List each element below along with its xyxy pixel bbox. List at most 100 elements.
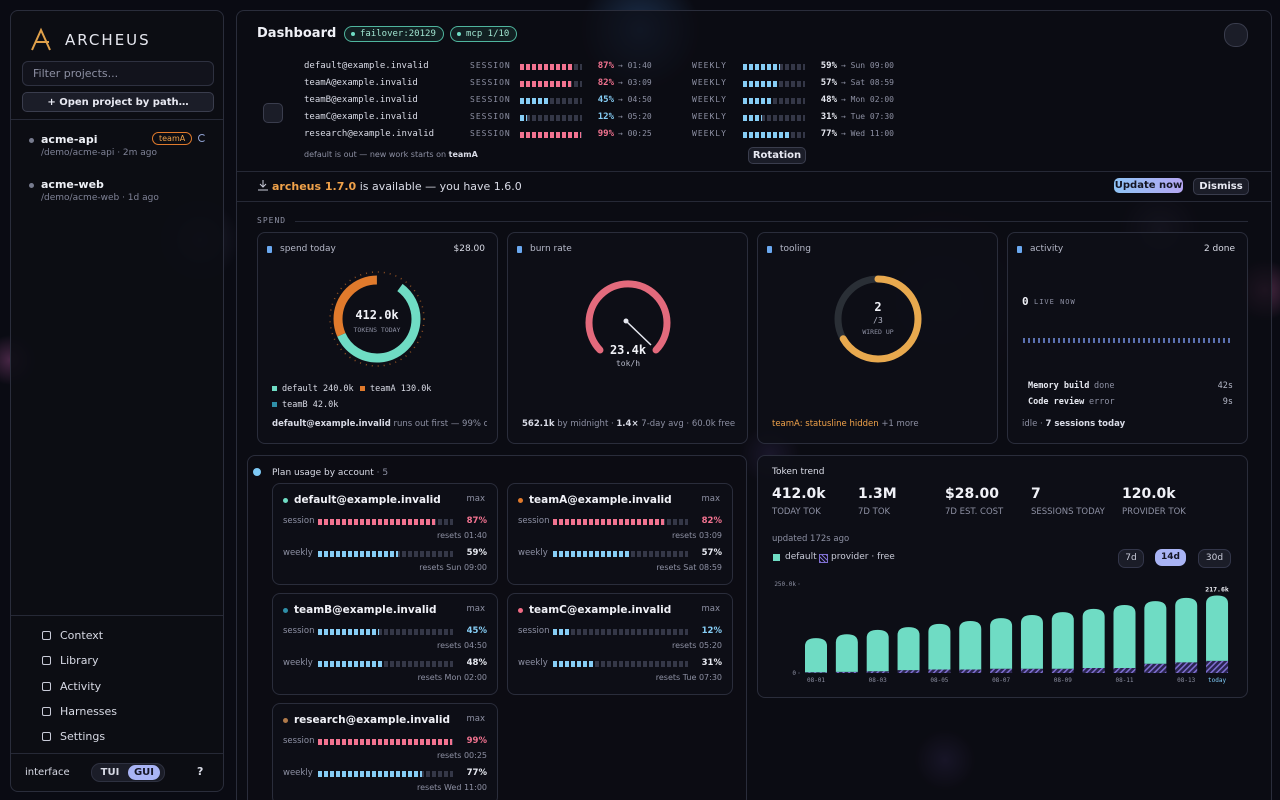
account-card: research@example.invalid max session 99% res… — [272, 703, 498, 800]
legend-value: 130.0k — [400, 384, 432, 394]
weekly-percent: 31% — [820, 112, 837, 122]
mode-option[interactable]: GUI — [128, 765, 160, 780]
legend-name: teamB — [282, 400, 308, 410]
update-button[interactable]: Update now — [1114, 178, 1183, 193]
account-name: teamB@example.invalid — [294, 604, 437, 616]
bar-default — [1082, 608, 1105, 669]
stat-label: 7D EST. COST — [945, 507, 1004, 517]
account-email: default@example.invalid — [304, 61, 429, 71]
account-card: teamC@example.invalid max session 12% resets… — [507, 593, 733, 695]
session-label: session — [518, 626, 550, 636]
rotation-note: default is out — new work starts on team… — [304, 150, 478, 159]
footer-text: runs out first — 99% of its… — [393, 419, 488, 429]
range-button[interactable]: 14d — [1155, 549, 1186, 566]
weekly-reset: → Wed 11:00 — [841, 129, 894, 138]
burn-rate-card: burn rate 23.4k tok/h 562.1k by midnight · … — [507, 232, 748, 444]
nav-item[interactable]: Settings — [60, 730, 106, 744]
account-dot — [518, 498, 523, 503]
nav-item[interactable]: Context — [60, 629, 104, 642]
nav-item[interactable]: Harnesses — [60, 704, 118, 718]
footer-part: 7-day avg · 60.0k free — [638, 419, 736, 429]
bar-default — [866, 629, 889, 672]
x-tick-label: 08-09 — [1054, 677, 1072, 684]
account-email: teamA@example.invalid — [304, 78, 418, 88]
refresh-icon — [198, 134, 206, 142]
account-email: teamC@example.invalid — [304, 112, 418, 122]
session-label: SESSION — [470, 61, 511, 70]
nav-item[interactable]: Activity — [60, 679, 102, 693]
dismiss-button[interactable]: Dismiss — [1193, 178, 1249, 195]
bar-default — [1113, 605, 1136, 669]
x-tick-label: 08-05 — [930, 677, 948, 684]
bar-provider — [1206, 660, 1229, 673]
filter-input[interactable]: Filter projects... — [22, 61, 214, 86]
mode-option[interactable]: TUI — [100, 767, 120, 778]
project-name[interactable]: acme-api — [41, 133, 98, 146]
usage-fill — [743, 132, 791, 138]
ring-value: 2 — [874, 300, 881, 314]
open-project-button[interactable]: + Open project by path… — [22, 92, 214, 112]
footer-part: 1.4× — [616, 419, 639, 429]
nav-icon — [42, 656, 51, 666]
session-label: SESSION — [470, 129, 511, 138]
donut-segment — [333, 275, 421, 363]
weekly-reset: resets Mon 02:00 — [417, 673, 487, 682]
stat-label: TODAY TOK — [772, 507, 821, 517]
footer-text: idle · — [1022, 419, 1046, 429]
range-button[interactable]: 30d — [1198, 549, 1231, 568]
y-tick-label: 250.0k — [774, 581, 796, 588]
refresh-button[interactable] — [263, 103, 283, 123]
card-icon — [517, 246, 522, 253]
usage-fill — [553, 629, 570, 635]
x-tick-label: 08-11 — [1115, 677, 1133, 684]
live-label: LIVE NOW — [1034, 298, 1076, 306]
session-percent: 82% — [597, 78, 614, 88]
session-percent: 99% — [466, 736, 487, 746]
plan-label: max — [701, 494, 720, 504]
usage-fill — [318, 519, 436, 525]
weekly-percent: 77% — [466, 768, 487, 778]
usage-bar — [553, 661, 688, 667]
account-card: teamA@example.invalid max session 82% resets… — [507, 483, 733, 585]
range-button[interactable]: 7d — [1118, 549, 1144, 568]
weekly-percent: 31% — [701, 658, 722, 668]
project-name[interactable]: acme-web — [41, 178, 104, 191]
weekly-reset: resets Wed 11:00 — [416, 783, 487, 792]
legend-label: provider · free — [831, 552, 895, 562]
weekly-percent: 77% — [820, 129, 837, 139]
usage-fill — [318, 629, 379, 635]
usage-bar — [743, 132, 805, 138]
usage-bar — [743, 115, 805, 121]
weekly-reset: resets Sat 08:59 — [656, 563, 722, 572]
session-label: session — [283, 626, 315, 636]
weekly-reset: → Sat 08:59 — [841, 78, 894, 87]
usage-fill — [553, 661, 595, 667]
job-name: Memory build — [1028, 381, 1090, 391]
nav-item[interactable]: Library — [60, 654, 99, 668]
bar-default — [1020, 614, 1043, 669]
note-text: default is out — new work starts on — [304, 150, 447, 159]
stat-value: 7 — [1031, 486, 1041, 502]
legend-swatch — [360, 386, 365, 391]
session-reset: resets 04:50 — [436, 641, 487, 650]
bar-provider — [1082, 668, 1105, 673]
trend-chart: 0 250.0k 08-01 08-03 08-05 08-07 08-09 08-11 08-… — [774, 581, 1229, 684]
title-text: Plan usage by account — [272, 468, 374, 478]
section-label: SPEND — [257, 216, 287, 225]
usage-fill — [318, 771, 422, 777]
weekly-label: weekly — [283, 548, 313, 558]
account-card: teamB@example.invalid max session 45% resets… — [272, 593, 498, 695]
bar-default — [1051, 612, 1074, 669]
usage-bar — [318, 519, 453, 525]
card-footer: 562.1k by midnight · 1.4× 7-day avg · 60… — [522, 419, 735, 429]
rotation-button[interactable]: Rotation — [748, 147, 806, 164]
bar-default — [1144, 601, 1167, 664]
help-button[interactable]: ? — [197, 765, 204, 778]
theme-button[interactable] — [1224, 23, 1248, 47]
nav-icon — [42, 706, 51, 716]
project-dot — [29, 138, 34, 143]
project-dot — [29, 183, 34, 188]
session-reset: → 00:25 — [618, 129, 652, 138]
usage-fill — [743, 98, 773, 104]
stat-value: 1.3M — [858, 486, 897, 502]
